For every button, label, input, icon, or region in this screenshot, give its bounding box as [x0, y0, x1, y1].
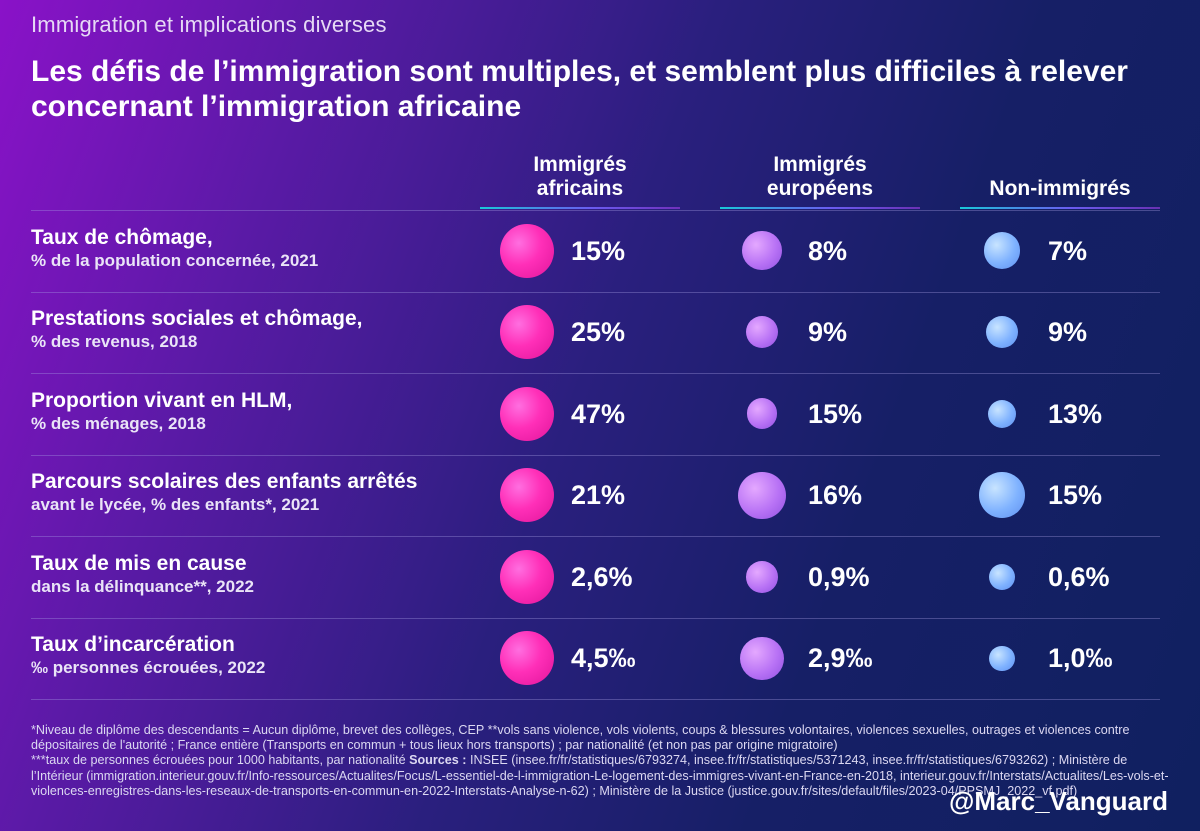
- row-label: Prestations sociales et chômage,% des re…: [31, 307, 362, 353]
- row-divider: [31, 291, 1160, 293]
- bubble-african: [500, 631, 554, 686]
- bubble-european: [746, 398, 778, 429]
- overtitle: Immigration et implications diverses: [31, 12, 387, 37]
- column-header-african: Immigrés africains: [480, 153, 680, 209]
- value-european: 8%: [808, 235, 848, 266]
- row-label-title: Proportion vivant en HLM,: [31, 388, 293, 412]
- value-african: 15%: [571, 235, 626, 266]
- value-non-immigrant: 9%: [1048, 317, 1088, 348]
- row-label-title: Taux d’incarcération: [31, 633, 235, 657]
- row-label-title: Taux de mis en cause: [31, 551, 247, 575]
- value-african: 25%: [571, 317, 626, 348]
- footnote-line2: ***taux de personnes écrouées pour 1000 …: [31, 753, 410, 768]
- column-header-african-line1: Immigrés: [533, 153, 627, 176]
- row-label: Taux de mis en cause dans la délinquance*…: [31, 552, 254, 598]
- bubble-european: [746, 560, 778, 593]
- row-label: Taux de chômage,% de la population conce…: [31, 226, 318, 272]
- sources-label: Sources :: [409, 753, 467, 768]
- bubble-non-immigrant: [983, 232, 1021, 270]
- bubble-european: [740, 636, 784, 680]
- footnote: *Niveau de diplôme des descendants = Auc…: [31, 723, 1176, 799]
- bubble-european: [745, 316, 779, 349]
- value-non-immigrant: 13%: [1048, 398, 1103, 429]
- row-label-subtitle: ‰ personnes écrouées, 2022: [31, 658, 266, 678]
- bubble-non-immigrant: [989, 563, 1015, 590]
- row-divider: [31, 699, 1160, 700]
- value-african: 2,6%: [571, 561, 633, 592]
- column-header-european-line1: Immigrés: [773, 153, 867, 176]
- row-label: Parcours scolaires des enfants arrêtés av…: [31, 470, 417, 516]
- value-european: 2,9‰: [808, 643, 873, 674]
- row-divider: [31, 454, 1160, 456]
- column-header-underline: [720, 207, 920, 209]
- bubble-european: [742, 231, 782, 271]
- column-header-non-immigrant: Non-immigrés: [960, 153, 1160, 209]
- row-label-subtitle: avant le lycée, % des enfants*, 2021: [31, 495, 320, 515]
- value-african: 47%: [571, 398, 626, 429]
- value-african: 21%: [571, 480, 626, 511]
- row-label-title: Parcours scolaires des enfants arrêtés: [31, 470, 418, 494]
- bubble-non-immigrant: [989, 645, 1015, 671]
- column-header-underline: [480, 207, 680, 209]
- bubble-non-immigrant: [985, 316, 1019, 349]
- row-label-title: Prestations sociales et chômage,: [31, 307, 363, 331]
- bubble-european: [738, 471, 786, 519]
- value-non-immigrant: 7%: [1048, 235, 1088, 266]
- row-divider: [31, 210, 1160, 211]
- value-non-immigrant: 0,6%: [1048, 561, 1110, 592]
- column-header-african-line2: africains: [536, 177, 624, 200]
- bubble-african: [500, 549, 554, 604]
- row-divider: [31, 373, 1160, 374]
- sources-text: INSEE (insee.fr/fr/statistiques/6793274,…: [31, 753, 1169, 798]
- column-header-european-line2: européens: [766, 177, 874, 200]
- value-non-immigrant: 1,0‰: [1048, 643, 1113, 674]
- row-label-title: Taux de chômage,: [31, 225, 213, 249]
- value-non-immigrant: 15%: [1048, 480, 1103, 511]
- headline: Les défis de l’immigration sont multiple…: [31, 55, 1128, 123]
- value-european: 9%: [808, 317, 848, 348]
- column-header-european: Immigrés européens: [720, 153, 920, 209]
- bubble-non-immigrant: [987, 399, 1017, 428]
- footnote-line1: *Niveau de diplôme des descendants = Auc…: [31, 723, 1130, 753]
- bubble-african: [500, 223, 554, 278]
- row-label: Taux d’incarcération ‰ personnes écrouées…: [31, 633, 265, 679]
- column-header-underline: [960, 207, 1160, 209]
- bubble-non-immigrant: [979, 472, 1025, 519]
- row-divider: [31, 536, 1160, 537]
- column-header-non-immigrant-line2: Non-immigrés: [989, 177, 1131, 200]
- row-label-subtitle: % des revenus, 2018: [31, 332, 198, 352]
- author-handle: @Marc_Vanguard: [949, 786, 1168, 816]
- value-european: 16%: [808, 480, 863, 511]
- row-label-subtitle: dans la délinquance**, 2022: [31, 576, 254, 596]
- row-label-subtitle: % des ménages, 2018: [31, 413, 206, 433]
- bubble-african: [500, 305, 554, 360]
- column-header-non-immigrant-line1: [960, 153, 1160, 177]
- row-label-subtitle: % de la population concernée, 2021: [31, 250, 319, 270]
- bubble-african: [500, 468, 554, 523]
- bubble-african: [500, 386, 554, 441]
- row-label: Proportion vivant en HLM,% des ménages, …: [31, 389, 292, 435]
- row-divider: [31, 617, 1160, 619]
- value-european: 0,9%: [808, 561, 870, 592]
- value-african: 4,5‰: [571, 643, 636, 674]
- value-european: 15%: [808, 398, 863, 429]
